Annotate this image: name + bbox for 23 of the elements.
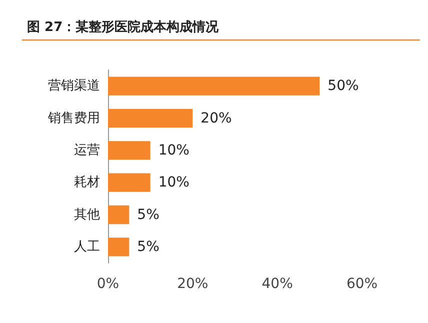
y-tick-label: 运营: [74, 142, 100, 158]
y-tick-label: 耗材: [74, 175, 100, 190]
bar: [108, 173, 150, 192]
bar: [108, 238, 130, 256]
data-label: 10%: [158, 174, 190, 191]
data-label: 20%: [200, 110, 232, 126]
y-tick-label: 其他: [74, 207, 100, 222]
data-label: 50%: [328, 78, 359, 94]
data-label: 5%: [137, 206, 160, 223]
x-tick-label: 0%: [96, 276, 120, 292]
x-tick-label: 60%: [346, 276, 378, 292]
bar: [108, 76, 320, 96]
bar: [108, 205, 130, 224]
y-tick-label: 营销渠道: [48, 78, 100, 94]
bar: [108, 108, 193, 128]
x-tick-label: 40%: [262, 276, 293, 292]
x-tick-label: 20%: [177, 276, 208, 292]
data-label: 5%: [137, 238, 160, 255]
bar: [108, 141, 150, 160]
data-label: 10%: [158, 142, 190, 158]
y-tick-label: 销售费用: [47, 110, 100, 126]
y-tick-label: 人工: [74, 239, 100, 254]
chart-title: 图 27：某整形医院成本构成情况: [27, 19, 220, 35]
